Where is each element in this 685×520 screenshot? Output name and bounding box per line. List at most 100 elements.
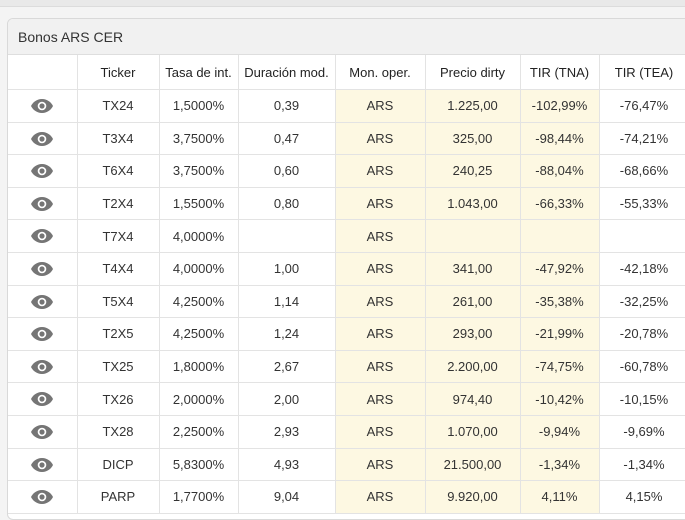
view-cell: [8, 219, 78, 253]
precio-cell: 341,00: [425, 252, 521, 286]
duracion-cell: 2,93: [238, 415, 336, 449]
table-row[interactable]: T3X4 3,7500% 0,47 ARS 325,00 -98,44% -74,21%: [8, 122, 685, 156]
eye-icon[interactable]: [30, 359, 54, 375]
tir-tna-cell: -47,92%: [520, 252, 600, 286]
table-row[interactable]: T5X4 4,2500% 1,14 ARS 261,00 -35,38% -32,25%: [8, 285, 685, 319]
moneda-cell: ARS: [335, 317, 426, 351]
table-row[interactable]: T6X4 3,7500% 0,60 ARS 240,25 -88,04% -68,66%: [8, 154, 685, 188]
column-header-view: [8, 55, 78, 90]
top-bar: [0, 0, 685, 7]
duracion-cell: 0,47: [238, 122, 336, 156]
table-row[interactable]: TX25 1,8000% 2,67 ARS 2.200,00 -74,75% -60,78%: [8, 350, 685, 384]
precio-cell: 9.920,00: [425, 480, 521, 514]
table-row[interactable]: TX26 2,0000% 2,00 ARS 974,40 -10,42% -10,15%: [8, 382, 685, 416]
tir-tna-cell: [520, 219, 600, 253]
moneda-cell: ARS: [335, 89, 426, 123]
eye-icon[interactable]: [30, 424, 54, 440]
tir-tea-cell: -68,66%: [599, 154, 685, 188]
tir-tea-cell: -60,78%: [599, 350, 685, 384]
tir-tna-cell: -74,75%: [520, 350, 600, 384]
duracion-cell: 0,39: [238, 89, 336, 123]
precio-cell: 1.070,00: [425, 415, 521, 449]
moneda-cell: ARS: [335, 382, 426, 416]
bonds-panel: Bonos ARS CER Ticker Tasa de int. Duraci…: [7, 18, 685, 520]
eye-icon[interactable]: [30, 326, 54, 342]
table-row[interactable]: T2X5 4,2500% 1,24 ARS 293,00 -21,99% -20,78%: [8, 317, 685, 351]
eye-icon[interactable]: [30, 391, 54, 407]
precio-cell: 1.043,00: [425, 187, 521, 221]
precio-cell: 293,00: [425, 317, 521, 351]
column-header-tir-tea[interactable]: TIR (TEA): [599, 55, 685, 90]
precio-cell: [425, 219, 521, 253]
panel-header: Bonos ARS CER: [8, 19, 685, 55]
tasa-cell: 3,7500%: [159, 154, 239, 188]
tir-tna-cell: -102,99%: [520, 89, 600, 123]
column-header-tir-tna[interactable]: TIR (TNA): [520, 55, 600, 90]
table-row[interactable]: T4X4 4,0000% 1,00 ARS 341,00 -47,92% -42,18%: [8, 252, 685, 286]
tir-tna-cell: -98,44%: [520, 122, 600, 156]
duracion-cell: 9,04: [238, 480, 336, 514]
tir-tea-cell: -10,15%: [599, 382, 685, 416]
table-row[interactable]: TX28 2,2500% 2,93 ARS 1.070,00 -9,94% -9,69%: [8, 415, 685, 449]
view-cell: [8, 480, 78, 514]
ticker-cell: TX28: [77, 415, 160, 449]
ticker-cell: TX24: [77, 89, 160, 123]
column-header-duracion[interactable]: Duración mod.: [238, 55, 336, 90]
tasa-cell: 4,0000%: [159, 252, 239, 286]
eye-icon[interactable]: [30, 196, 54, 212]
moneda-cell: ARS: [335, 252, 426, 286]
moneda-cell: ARS: [335, 187, 426, 221]
table-row[interactable]: TX24 1,5000% 0,39 ARS 1.225,00 -102,99% -76,47…: [8, 89, 685, 123]
duracion-cell: 1,14: [238, 285, 336, 319]
ticker-cell: T7X4: [77, 219, 160, 253]
eye-icon[interactable]: [30, 131, 54, 147]
eye-icon[interactable]: [30, 261, 54, 277]
eye-icon[interactable]: [30, 163, 54, 179]
duracion-cell: 2,67: [238, 350, 336, 384]
column-header-tasa[interactable]: Tasa de int.: [159, 55, 239, 90]
moneda-cell: ARS: [335, 219, 426, 253]
tir-tea-cell: [599, 219, 685, 253]
view-cell: [8, 187, 78, 221]
view-cell: [8, 448, 78, 482]
tir-tna-cell: -88,04%: [520, 154, 600, 188]
ticker-cell: T3X4: [77, 122, 160, 156]
tir-tna-cell: -21,99%: [520, 317, 600, 351]
precio-cell: 1.225,00: [425, 89, 521, 123]
column-header-precio[interactable]: Precio dirty: [425, 55, 521, 90]
tasa-cell: 2,2500%: [159, 415, 239, 449]
tir-tea-cell: 4,15%: [599, 480, 685, 514]
tasa-cell: 4,0000%: [159, 219, 239, 253]
table-row[interactable]: PARP 1,7700% 9,04 ARS 9.920,00 4,11% 4,15%: [8, 480, 685, 514]
view-cell: [8, 350, 78, 384]
column-header-ticker[interactable]: Ticker: [77, 55, 160, 90]
view-cell: [8, 317, 78, 351]
eye-icon[interactable]: [30, 457, 54, 473]
tir-tea-cell: -32,25%: [599, 285, 685, 319]
eye-icon[interactable]: [30, 98, 54, 114]
eye-icon[interactable]: [30, 294, 54, 310]
eye-icon[interactable]: [30, 228, 54, 244]
column-header-moneda[interactable]: Mon. oper.: [335, 55, 426, 90]
view-cell: [8, 252, 78, 286]
duracion-cell: 2,00: [238, 382, 336, 416]
panel-title: Bonos ARS CER: [18, 28, 124, 45]
tir-tea-cell: -1,34%: [599, 448, 685, 482]
moneda-cell: ARS: [335, 154, 426, 188]
tir-tea-cell: -20,78%: [599, 317, 685, 351]
eye-icon[interactable]: [30, 489, 54, 505]
precio-cell: 325,00: [425, 122, 521, 156]
ticker-cell: PARP: [77, 480, 160, 514]
table-row[interactable]: DICP 5,8300% 4,93 ARS 21.500,00 -1,34% -1,34%: [8, 448, 685, 482]
table-row[interactable]: T2X4 1,5500% 0,80 ARS 1.043,00 -66,33% -55,33%: [8, 187, 685, 221]
bonds-table: Ticker Tasa de int. Duración mod. Mon. o…: [8, 55, 685, 514]
moneda-cell: ARS: [335, 285, 426, 319]
table-row[interactable]: T7X4 4,0000% ARS: [8, 219, 685, 253]
moneda-cell: ARS: [335, 480, 426, 514]
tasa-cell: 5,8300%: [159, 448, 239, 482]
ticker-cell: TX26: [77, 382, 160, 416]
tir-tna-cell: -9,94%: [520, 415, 600, 449]
view-cell: [8, 285, 78, 319]
tir-tna-cell: 4,11%: [520, 480, 600, 514]
tasa-cell: 1,5500%: [159, 187, 239, 221]
